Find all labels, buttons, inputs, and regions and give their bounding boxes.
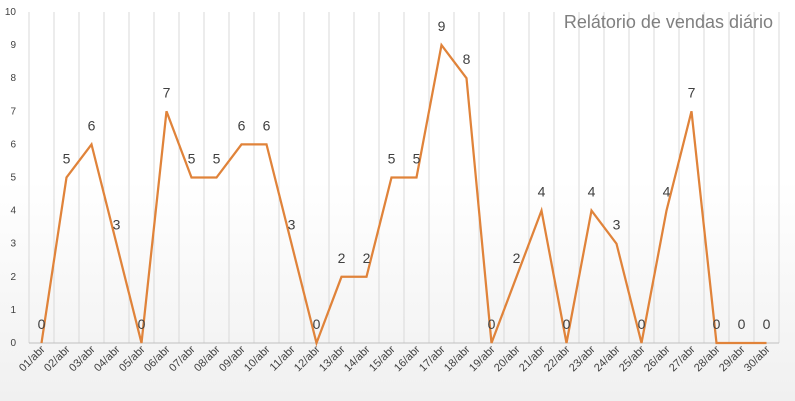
series-line xyxy=(40,42,767,347)
series-layer xyxy=(40,42,767,347)
data-label: 4 xyxy=(663,184,671,200)
data-labels: 0 5 6 3 0 7 5 5 6 6 3 0 2 2 5 5 9 8 0 2 4 0 4 3 0 4 7 0 0 0 xyxy=(38,18,771,332)
data-label: 9 xyxy=(438,18,446,34)
data-label: 0 xyxy=(38,316,46,332)
x-tick-label: 30/abr xyxy=(742,343,773,374)
chart-title: Relátorio de vendas diário xyxy=(564,12,773,32)
data-label: 2 xyxy=(338,250,346,266)
y-axis: 0 1 2 3 4 5 6 7 8 9 10 xyxy=(5,7,17,349)
x-tick-label: 07/abr xyxy=(167,343,198,374)
y-tick-label: 10 xyxy=(5,7,17,18)
data-label: 0 xyxy=(138,316,146,332)
data-label: 0 xyxy=(638,316,646,332)
x-tick-label: 18/abr xyxy=(442,343,473,374)
x-tick-label: 15/abr xyxy=(367,343,398,374)
data-label: 5 xyxy=(213,151,221,167)
x-tick-label: 20/abr xyxy=(492,343,523,374)
x-tick-label: 21/abr xyxy=(517,343,548,374)
y-tick-label: 3 xyxy=(10,239,16,250)
x-tick-label: 02/abr xyxy=(42,343,73,374)
data-label: 0 xyxy=(713,316,721,332)
data-label: 8 xyxy=(463,51,471,67)
x-tick-label: 29/abr xyxy=(717,343,748,374)
data-label: 2 xyxy=(513,250,521,266)
y-tick-label: 0 xyxy=(10,338,16,349)
y-tick-label: 6 xyxy=(10,139,16,150)
data-label: 3 xyxy=(288,217,296,233)
x-tick-label: 19/abr xyxy=(467,343,498,374)
x-tick-label: 16/abr xyxy=(392,343,423,374)
x-tick-label: 25/abr xyxy=(617,343,648,374)
data-label: 5 xyxy=(388,151,396,167)
x-tick-label: 11/abr xyxy=(268,343,298,373)
y-tick-label: 5 xyxy=(10,173,16,184)
y-tick-label: 2 xyxy=(10,272,16,283)
data-label: 3 xyxy=(113,217,121,233)
x-tick-label: 09/abr xyxy=(217,343,248,374)
x-tick-label: 01/abr xyxy=(17,343,48,374)
x-tick-label: 24/abr xyxy=(592,343,623,374)
x-tick-label: 03/abr xyxy=(67,343,98,374)
x-tick-label: 10/abr xyxy=(242,343,273,374)
x-tick-label: 22/abr xyxy=(542,343,573,374)
x-tick-label: 17/abr xyxy=(417,343,448,374)
data-label: 7 xyxy=(688,84,696,100)
x-tick-label: 12/abr xyxy=(292,343,323,374)
x-tick-label: 27/abr xyxy=(667,343,698,374)
data-label: 0 xyxy=(563,316,571,332)
data-label: 6 xyxy=(263,117,271,133)
y-tick-label: 7 xyxy=(10,106,16,117)
x-tick-label: 05/abr xyxy=(117,343,148,374)
x-axis: 01/abr02/abr03/abr04/abr05/abr06/abr07/a… xyxy=(17,343,773,374)
x-tick-label: 06/abr xyxy=(142,343,173,374)
data-label: 5 xyxy=(413,151,421,167)
data-label: 0 xyxy=(313,316,321,332)
y-tick-label: 9 xyxy=(10,40,16,51)
data-label: 0 xyxy=(738,316,746,332)
data-label: 0 xyxy=(763,316,771,332)
x-tick-label: 23/abr xyxy=(567,343,598,374)
x-tick-label: 28/abr xyxy=(692,343,723,374)
data-label: 0 xyxy=(488,316,496,332)
data-label: 7 xyxy=(163,84,171,100)
data-label: 6 xyxy=(238,117,246,133)
x-tick-label: 04/abr xyxy=(92,343,123,374)
x-tick-label: 14/abr xyxy=(342,343,373,374)
y-tick-label: 1 xyxy=(10,305,16,316)
data-label: 2 xyxy=(363,250,371,266)
data-label: 5 xyxy=(188,151,196,167)
y-tick-label: 8 xyxy=(10,73,16,84)
x-tick-label: 26/abr xyxy=(642,343,673,374)
data-label: 3 xyxy=(613,217,621,233)
x-tick-label: 08/abr xyxy=(192,343,223,374)
data-label: 5 xyxy=(63,151,71,167)
x-tick-label: 13/abr xyxy=(317,343,348,374)
data-label: 4 xyxy=(588,184,596,200)
data-label: 6 xyxy=(88,117,96,133)
data-label: 4 xyxy=(538,184,546,200)
y-tick-label: 4 xyxy=(10,206,16,217)
grid-layer xyxy=(28,12,780,344)
